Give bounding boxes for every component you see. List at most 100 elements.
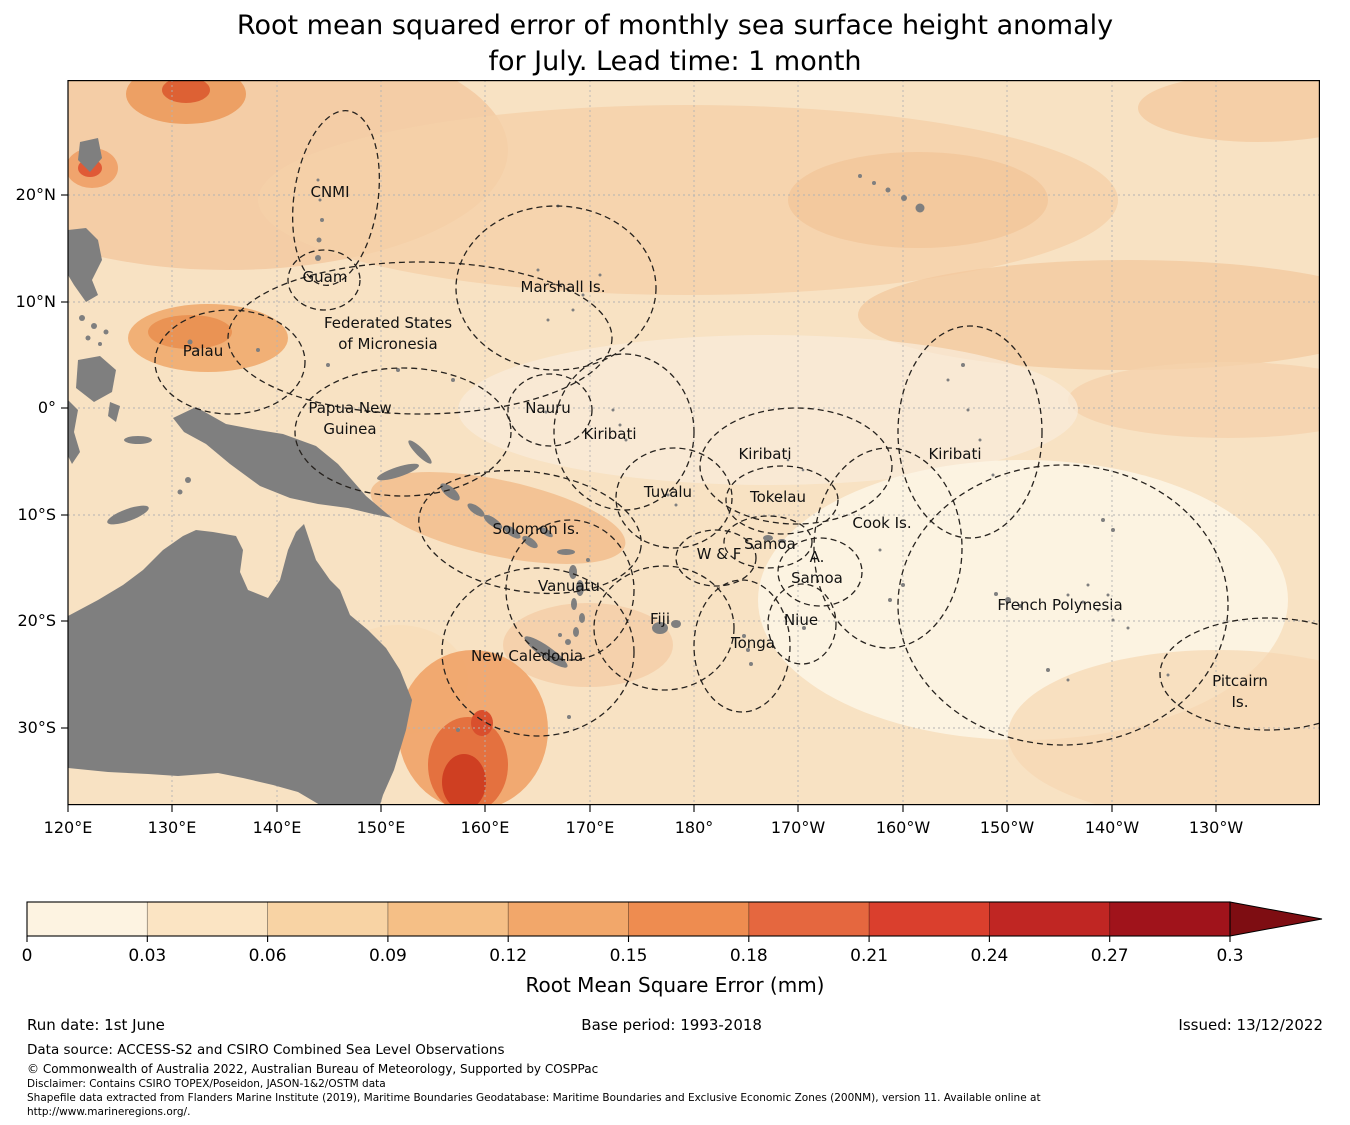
eez-boundary-wallis-and-futuna [675,529,757,587]
colorbar-tick-label: 0.21 [850,946,888,966]
region-label-tonga: Tonga [730,634,775,652]
colorbar-tick-label: 0.12 [489,946,527,966]
region-label-kiribati-east: Kiribati [928,445,981,463]
eez-boundary-vanuatu [505,519,635,661]
eez-boundary-fiji [593,565,735,691]
grid-layer [68,80,1320,805]
y-tick-label: 20°N [16,185,56,204]
land-layer [68,138,1170,805]
landmass-halmahera [108,402,120,422]
x-tick-label: 120°E [44,818,93,837]
x-tick-label: 160°E [461,818,510,837]
eez-boundary-kiribati-west [553,353,695,511]
colorbar-segment [1109,902,1231,936]
x-tick-label: 130°E [148,818,197,837]
region-label-solomon-islands: Solomon Is. [492,520,579,538]
eez-boundary-american-samoa [777,537,863,607]
colorbar-segment [989,902,1111,936]
x-tick-label: 170°W [771,818,826,837]
x-tick-label: 150°W [980,818,1035,837]
eez-layer [154,110,1320,746]
eez-boundary-kiribati-central [699,407,893,525]
region-label-american-samoa: A. Samoa [791,548,843,587]
region-label-pitcairn-islands: Pitcairn Is. [1212,672,1268,711]
chart-title-line1: Root mean squared error of monthly sea s… [236,10,1114,41]
colorbar-tick-label: 0 [22,946,33,966]
eez-boundary-solomon-islands [418,469,642,595]
footer-lines: Data source: ACCESS-S2 and CSIRO Combine… [0,1042,1350,1118]
eez-boundary-pitcairn-islands [1159,617,1320,731]
copyright-line: © Commonwealth of Australia 2022, Austra… [27,1062,599,1076]
region-label-kiribati-central: Kiribati [738,445,791,463]
base-period: Base period: 1993-2018 [581,1016,762,1034]
data-source: Data source: ACCESS-S2 and CSIRO Combine… [27,1042,505,1058]
x-tick-label: 170°E [566,818,615,837]
x-tick-label: 180° [675,818,714,837]
eez-boundary-tonga [693,579,791,713]
region-label-papua-new-guinea: Papua New Guinea [308,399,391,438]
map-figure: CNMI Guam Marshall Is. Federated States of M… [16,80,1321,837]
y-tick-label: 10°S [17,505,56,524]
eez-boundary-niue [767,583,837,665]
region-label-samoa: Samoa [744,535,796,553]
colorbar-segment [27,902,148,936]
eez-boundary-nauru [507,373,593,447]
region-label-french-polynesia: French Polynesia [997,596,1122,614]
landmass-luzon [68,228,102,302]
eez-boundary-guam [287,249,361,311]
map-panel: CNMI Guam Marshall Is. Federated States of M… [68,80,1320,805]
eez-boundary-new-caledonia [441,567,635,737]
region-label-cnmi: CNMI [310,183,349,201]
colorbar-tick-label: 0.18 [730,946,768,966]
colorbar-tick-label: 0.03 [128,946,166,966]
chart-title-line2: for July. Lead time: 1 month [488,46,862,77]
region-label-guam: Guam [303,268,348,286]
region-label-tokelau: Tokelau [749,488,806,506]
region-label-wallis-and-futuna: W & F [697,545,742,563]
region-label-niue: Niue [784,611,818,629]
y-tick-label: 0° [38,398,56,417]
marineregions-url: http://www.marineregions.org/. [27,1106,191,1118]
landmass-sulawesi [68,400,80,464]
region-label-palau: Palau [183,342,223,360]
footer-meta-row: Run date: 1st June Base period: 1993-201… [0,1016,1350,1034]
eez-boundary-marshall-islands [455,205,657,371]
landmass-mindanao [76,356,116,402]
colorbar-title: Root Mean Square Error (mm) [526,973,825,997]
colorbar-segment [748,902,870,936]
colorbar-segment [869,902,990,936]
shapefile-line: Shapefile data extracted from Flanders M… [27,1092,1041,1104]
eez-boundary-french-polynesia [897,464,1229,746]
region-label-nauru: Nauru [525,399,571,417]
x-tick-label: 140°W [1085,818,1140,837]
x-tick-label: 160°W [876,818,931,837]
eez-boundary-papua-new-guinea [294,367,512,497]
colorbar-segment [267,902,389,936]
colorbar-tick-label: 0.27 [1091,946,1129,966]
x-tick-label: 130°W [1189,818,1244,837]
region-label-new-caledonia: New Caledonia [471,647,583,665]
colorbar-tick-label: 0.06 [249,946,287,966]
landmass-australia [68,524,412,805]
x-tick-label: 140°E [253,818,302,837]
y-tick-label: 30°S [17,718,56,737]
y-tick-label: 20°S [17,611,56,630]
issued-date: Issued: 13/12/2022 [1178,1016,1323,1034]
region-label-fiji: Fiji [650,610,670,628]
eez-boundary-kiribati-east [897,325,1043,539]
chart-title: Root mean squared error of monthly sea s… [0,0,1350,80]
region-label-marshall-islands: Marshall Is. [521,278,606,296]
eez-boundary-cook-islands [813,447,963,649]
landmass-new-guinea [173,407,392,518]
colorbar-segment [387,902,509,936]
colorbar-tick-label: 0.3 [1216,946,1243,966]
colorbar-tick-label: 0.24 [970,946,1008,966]
colorbar-arrow [1229,901,1323,937]
region-label-vanuatu: Vanuatu [538,577,600,595]
disclaimer-line: Disclaimer: Contains CSIRO TOPEX/Poseido… [27,1078,386,1090]
colorbar-segment [508,902,629,936]
eez-boundary-tokelau [725,465,839,535]
landmass-taiwan [78,138,102,172]
map-border [67,80,1321,806]
